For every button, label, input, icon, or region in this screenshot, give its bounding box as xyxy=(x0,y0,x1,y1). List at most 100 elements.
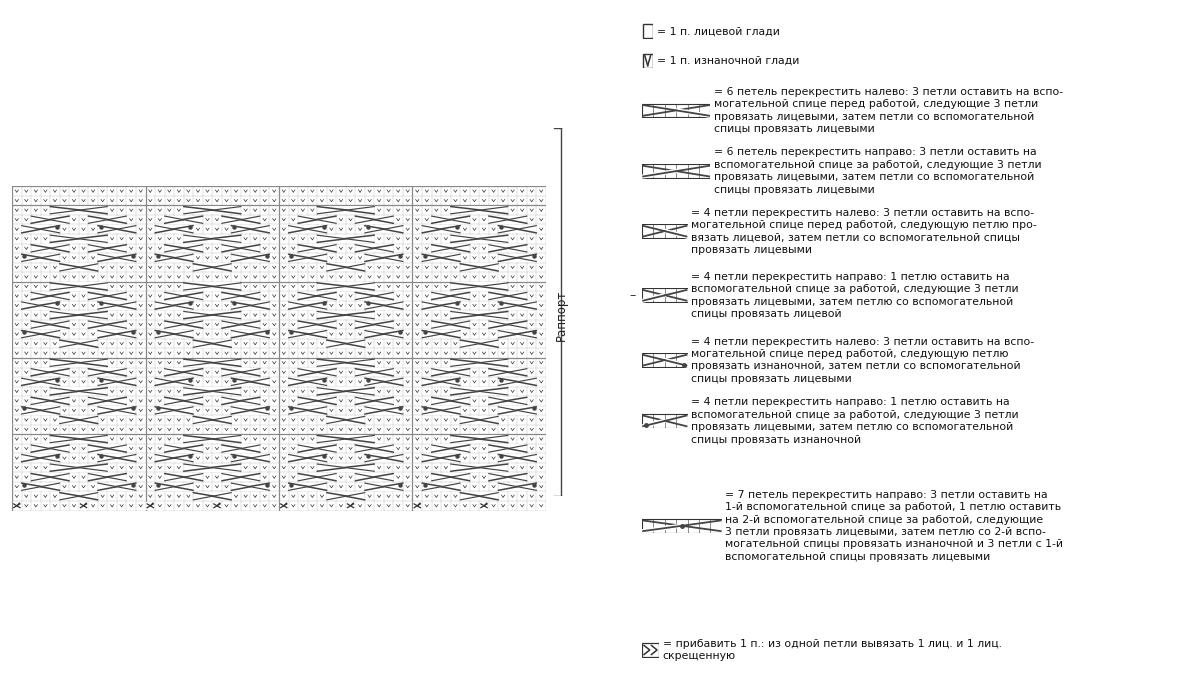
Bar xyxy=(461,416,498,424)
Text: скрещенную: скрещенную xyxy=(662,651,736,661)
Bar xyxy=(422,254,460,262)
Bar xyxy=(461,264,498,271)
Bar xyxy=(166,244,203,253)
Bar xyxy=(50,235,107,243)
Bar xyxy=(156,330,193,338)
Text: = 1 п. лицевой глади: = 1 п. лицевой глади xyxy=(658,26,780,36)
Bar xyxy=(50,206,107,215)
Bar xyxy=(422,377,460,386)
Bar xyxy=(461,339,498,348)
Text: 1-й вспомогательной спице за работой, 1 петлю оставить: 1-й вспомогательной спице за работой, 1 … xyxy=(726,502,1062,512)
Bar xyxy=(451,282,508,290)
Bar xyxy=(299,215,336,224)
Bar xyxy=(365,454,402,462)
Bar xyxy=(193,339,230,348)
Bar xyxy=(31,292,68,300)
Bar xyxy=(299,244,336,253)
Bar xyxy=(289,254,326,262)
Bar xyxy=(156,254,193,262)
Bar xyxy=(166,292,203,300)
Bar xyxy=(499,330,536,338)
Bar xyxy=(89,215,126,224)
Bar xyxy=(451,206,508,215)
Bar xyxy=(60,416,97,424)
Bar xyxy=(50,435,107,443)
Bar xyxy=(193,492,230,500)
Bar xyxy=(60,339,97,348)
Bar xyxy=(499,225,536,233)
Bar xyxy=(156,302,193,310)
Bar xyxy=(166,368,203,376)
Bar xyxy=(13,502,20,510)
Bar xyxy=(222,473,259,482)
Bar xyxy=(222,397,259,405)
Bar xyxy=(355,292,392,300)
Bar xyxy=(184,464,240,472)
Text: спицы провязать изнаночной: спицы провязать изнаночной xyxy=(691,435,862,444)
Bar xyxy=(146,502,155,510)
Bar xyxy=(490,321,527,328)
Bar xyxy=(328,492,365,500)
Bar xyxy=(355,244,392,253)
Bar xyxy=(50,387,107,395)
Bar xyxy=(365,302,402,310)
Bar xyxy=(89,368,126,376)
Text: спицы провязать лицевой: спицы провязать лицевой xyxy=(691,309,842,319)
Bar xyxy=(365,330,402,338)
Text: = 4 петли перекрестить налево: 3 петли оставить на вспо-: = 4 петли перекрестить налево: 3 петли о… xyxy=(691,337,1034,346)
Bar xyxy=(461,492,498,500)
Text: провязать изнаночной, затем петли со вспомогательной: провязать изнаночной, затем петли со всп… xyxy=(691,362,1021,371)
Bar xyxy=(89,473,126,482)
Bar xyxy=(355,368,392,376)
Bar xyxy=(432,292,469,300)
Bar xyxy=(451,464,508,472)
Bar xyxy=(422,330,460,338)
Bar xyxy=(156,406,193,415)
Bar xyxy=(318,359,374,367)
Text: = 7 петель перекрестить направо: 3 петли оставить на: = 7 петель перекрестить направо: 3 петли… xyxy=(726,490,1048,500)
Bar xyxy=(490,244,527,253)
Bar xyxy=(98,302,136,310)
Bar xyxy=(299,368,336,376)
Bar xyxy=(232,330,269,338)
Bar xyxy=(365,377,402,386)
Bar xyxy=(166,473,203,482)
Bar xyxy=(184,235,240,243)
Text: могательной спице перед работой, следующую петлю: могательной спице перед работой, следующ… xyxy=(691,349,1009,359)
Bar xyxy=(490,444,527,453)
Bar xyxy=(31,368,68,376)
Bar xyxy=(422,406,460,415)
Bar xyxy=(212,502,221,510)
Bar xyxy=(365,225,402,233)
Bar xyxy=(451,359,508,367)
Bar xyxy=(499,482,536,491)
Bar xyxy=(451,435,508,443)
Bar xyxy=(328,339,365,348)
Bar xyxy=(156,482,193,491)
Bar xyxy=(184,282,240,290)
Bar xyxy=(60,264,97,271)
Text: = 4 петли перекрестить направо: 1 петлю оставить на: = 4 петли перекрестить направо: 1 петлю … xyxy=(691,397,1010,407)
Bar xyxy=(193,264,230,271)
Bar xyxy=(432,368,469,376)
Bar xyxy=(156,225,193,233)
Bar xyxy=(451,387,508,395)
Bar xyxy=(280,502,288,510)
Text: провязать лицевыми: провязать лицевыми xyxy=(691,245,812,255)
Bar xyxy=(289,454,326,462)
Bar xyxy=(432,215,469,224)
Bar xyxy=(89,292,126,300)
Text: спицы провязать лицевыми: спицы провязать лицевыми xyxy=(714,185,875,195)
Text: Раппорт: Раппорт xyxy=(556,289,568,341)
Bar xyxy=(299,473,336,482)
Bar xyxy=(422,302,460,310)
Bar xyxy=(355,397,392,405)
Bar xyxy=(422,482,460,491)
Bar xyxy=(451,311,508,319)
Bar xyxy=(451,235,508,243)
Bar xyxy=(166,321,203,328)
Bar xyxy=(318,311,374,319)
Bar xyxy=(156,454,193,462)
Bar xyxy=(365,482,402,491)
Bar xyxy=(31,321,68,328)
